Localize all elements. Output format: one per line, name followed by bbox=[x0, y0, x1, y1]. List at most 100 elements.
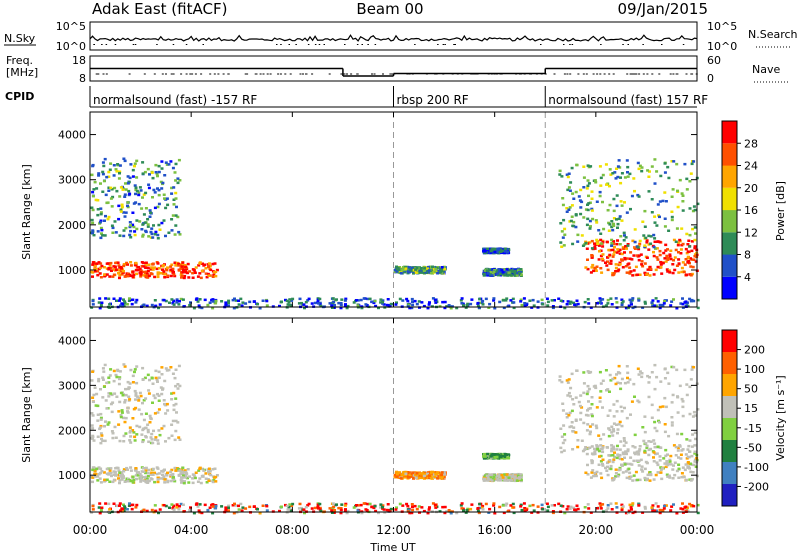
velocity-pixel bbox=[154, 369, 158, 373]
velocity-pixel bbox=[211, 480, 215, 484]
nave-dot bbox=[442, 73, 445, 75]
velocity-pixel bbox=[606, 504, 610, 507]
power-pixel bbox=[178, 264, 182, 267]
power-pixel bbox=[157, 306, 160, 310]
power-pixel bbox=[91, 263, 95, 266]
velocity-pixel bbox=[590, 460, 594, 463]
power-pixel bbox=[628, 272, 632, 275]
power-pixel bbox=[123, 275, 127, 278]
power-pixel bbox=[99, 182, 102, 185]
power-pixel bbox=[653, 240, 657, 243]
noise-search-dot bbox=[682, 44, 685, 45]
power-pixel bbox=[158, 303, 162, 306]
power-pixel bbox=[168, 301, 171, 304]
velocity-pixel bbox=[685, 383, 689, 386]
power-pixel bbox=[157, 223, 161, 227]
velocity-pixel bbox=[192, 511, 196, 515]
velocity-pixel bbox=[129, 435, 133, 438]
power-pixel bbox=[643, 225, 647, 228]
power-pixel bbox=[625, 257, 629, 260]
power-pixel bbox=[598, 165, 602, 168]
velocity-pixel bbox=[280, 505, 283, 508]
velocity-pixel bbox=[646, 473, 650, 477]
power-pixel bbox=[90, 173, 94, 177]
velocity-pixel bbox=[652, 478, 656, 481]
power-pixel bbox=[111, 226, 115, 230]
velocity-pixel bbox=[621, 451, 625, 454]
power-pixel bbox=[687, 239, 691, 242]
velocity-pixel bbox=[146, 479, 149, 482]
velocity-pixel bbox=[111, 436, 115, 440]
velocity-pixel bbox=[288, 503, 292, 506]
power-pixel bbox=[561, 197, 565, 200]
power-pixel bbox=[298, 297, 302, 301]
velocity-pixel bbox=[99, 441, 103, 445]
power-pixel bbox=[102, 179, 106, 183]
power-pixel bbox=[588, 227, 592, 230]
velocity-pixel bbox=[625, 476, 629, 480]
velocity-pixel bbox=[562, 449, 566, 452]
velocity-pixel bbox=[379, 506, 383, 509]
power-pixel bbox=[683, 162, 687, 166]
velocity-pixel bbox=[676, 446, 680, 450]
velocity-pixel bbox=[561, 402, 565, 405]
velocity-pixel bbox=[601, 462, 604, 466]
power-pixel bbox=[609, 259, 613, 263]
power-pixel bbox=[686, 261, 690, 264]
velocity-pixel bbox=[505, 473, 509, 476]
velocity-pixel bbox=[568, 411, 572, 415]
power-pixel bbox=[146, 225, 150, 228]
power-pixel bbox=[205, 275, 209, 279]
velocity-pixel bbox=[551, 511, 555, 515]
power-pixel bbox=[628, 172, 632, 176]
power-pixel bbox=[666, 248, 669, 251]
velocity-pixel bbox=[284, 503, 287, 507]
velocity-pixel bbox=[135, 365, 139, 368]
power-pixel bbox=[331, 297, 335, 300]
power-pixel bbox=[109, 162, 113, 165]
velocity-pixel bbox=[131, 381, 135, 384]
power-pixel bbox=[523, 304, 527, 308]
colorbar-tick-label: 200 bbox=[744, 344, 765, 357]
velocity-pixel bbox=[108, 508, 112, 511]
power-pixel bbox=[669, 304, 673, 307]
power-pixel bbox=[557, 297, 561, 300]
noise-search-dot bbox=[344, 44, 346, 45]
velocity-pixel bbox=[672, 464, 675, 467]
power-pixel bbox=[92, 194, 95, 198]
velocity-pixel bbox=[589, 476, 593, 479]
power-pixel bbox=[175, 205, 178, 209]
velocity-pixel bbox=[565, 508, 569, 511]
velocity-pixel bbox=[104, 502, 108, 505]
noise-search-dot bbox=[202, 44, 204, 45]
velocity-pixel bbox=[688, 502, 692, 506]
power-pixel bbox=[139, 273, 143, 276]
velocity-pixel bbox=[597, 434, 601, 437]
velocity-pixel bbox=[146, 474, 150, 478]
velocity-pixel bbox=[671, 477, 675, 480]
nave-dot bbox=[209, 73, 212, 75]
velocity-pixel bbox=[133, 370, 136, 374]
velocity-pixel bbox=[622, 437, 626, 440]
power-pixel bbox=[630, 258, 634, 261]
velocity-pixel bbox=[134, 406, 138, 410]
velocity-pixel bbox=[142, 399, 146, 402]
velocity-pixel bbox=[170, 434, 174, 437]
power-pixel bbox=[196, 275, 200, 278]
velocity-pixel bbox=[339, 508, 343, 512]
power-pixel bbox=[558, 173, 562, 176]
velocity-pixel bbox=[693, 450, 697, 453]
noise-search-dot bbox=[156, 44, 158, 45]
power-pixel bbox=[568, 206, 572, 209]
power-pixel bbox=[152, 224, 155, 227]
power-pixel bbox=[509, 299, 513, 302]
power-pixel bbox=[150, 227, 154, 230]
velocity-pixel bbox=[612, 429, 616, 433]
velocity-pixel bbox=[155, 472, 159, 476]
power-pixel bbox=[92, 188, 96, 191]
power-pixel bbox=[372, 301, 376, 305]
power-pixel bbox=[478, 297, 482, 301]
power-pixel bbox=[664, 260, 668, 263]
velocity-pixel bbox=[298, 502, 302, 506]
